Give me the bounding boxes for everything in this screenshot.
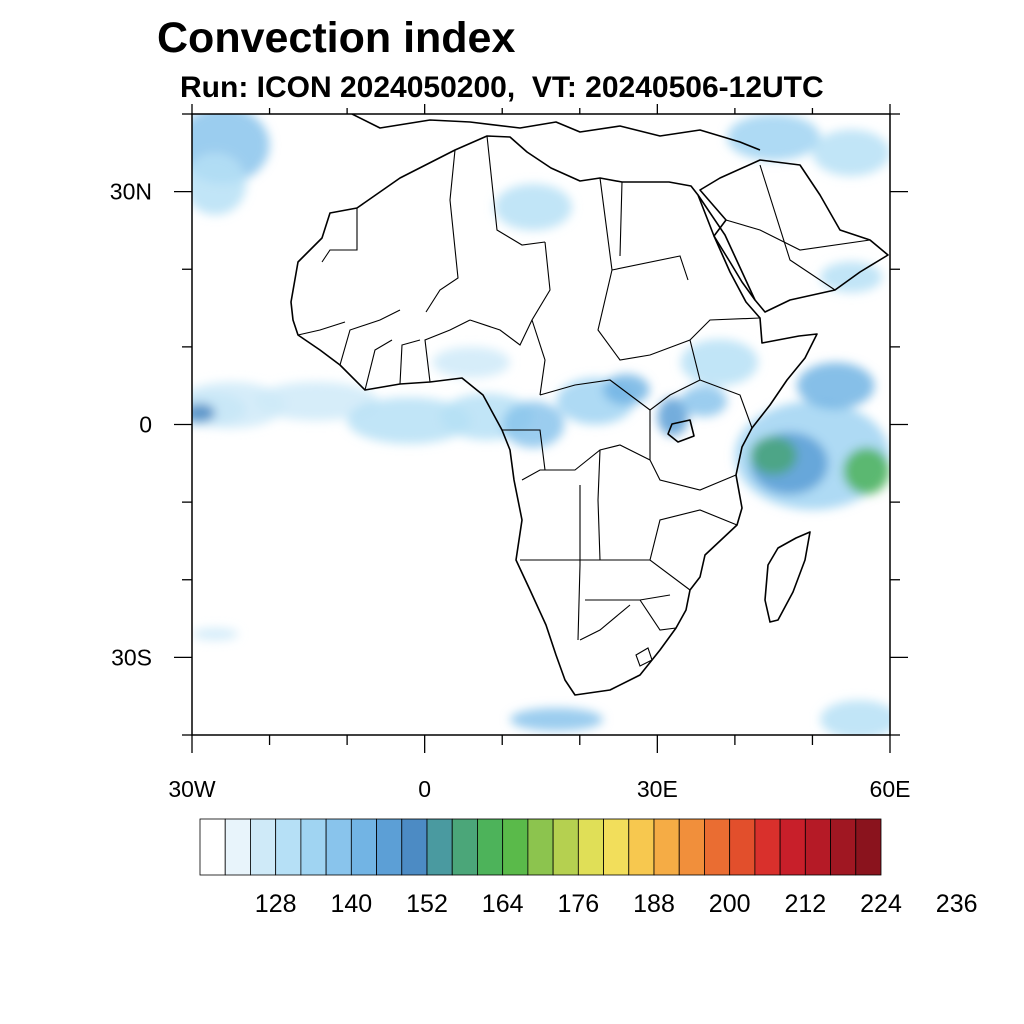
- colorbar-label: 212: [784, 890, 826, 918]
- colorbar-swatch: [477, 818, 504, 876]
- convection-cell-15: [796, 362, 875, 409]
- colorbar-swatch: [527, 818, 554, 876]
- colorbar-swatch: [653, 818, 680, 876]
- colorbar-labels: 128 140 152 164 176 188 200 212 224 236: [255, 890, 978, 918]
- convection-cell-11: [680, 339, 759, 386]
- colorbar-swatch: [754, 818, 781, 876]
- lat-label: 30S: [111, 644, 152, 670]
- colorbar-swatch: [376, 818, 403, 876]
- colorbar-swatch: [704, 818, 731, 876]
- convection-cell-19: [727, 114, 821, 161]
- colorbar-swatch: [577, 818, 604, 876]
- convection-cell-8: [603, 374, 650, 406]
- colorbar-swatch: [502, 818, 529, 876]
- chart-title: Convection index: [157, 14, 516, 62]
- lon-label: 30W: [168, 776, 216, 802]
- axis-tick-labels: 30N 0 30S 30W 0 30E 60E: [110, 179, 911, 802]
- convection-cell-6: [502, 401, 565, 448]
- convection-cell-21: [494, 183, 573, 231]
- red-sea-inlet: [697, 194, 756, 301]
- colorbar-swatch: [350, 818, 377, 876]
- convection-cell-2: [192, 403, 216, 423]
- colorbar-swatch: [678, 818, 705, 876]
- colorbar-swatch: [603, 818, 630, 876]
- europe-coastline: [351, 114, 761, 151]
- colorbar-swatch: [250, 818, 277, 876]
- convection-cell-24: [509, 707, 604, 732]
- colorbar-swatch: [628, 818, 655, 876]
- colorbar-swatch: [855, 818, 882, 876]
- axis-ticks: [174, 104, 908, 753]
- colorbar-swatch: [779, 818, 806, 876]
- colorbar-swatch: [426, 818, 453, 876]
- colorbar-label: 176: [557, 890, 599, 918]
- colorbar-label: 188: [633, 890, 675, 918]
- colorbar-swatch: [451, 818, 478, 876]
- colorbar-swatch: [552, 818, 579, 876]
- convection-cell-23: [820, 261, 883, 293]
- convection-cell-22: [432, 346, 510, 378]
- convection-cell-14: [843, 447, 890, 495]
- convection-cell-18: [192, 152, 247, 215]
- africa-coastline: [290, 135, 818, 696]
- convection-cell-4: [347, 397, 472, 444]
- madagascar-coastline: [764, 531, 811, 623]
- colorbar-swatch: [300, 818, 327, 876]
- convection-cell-10: [680, 385, 728, 417]
- colorbar-swatch: [199, 818, 226, 876]
- chart-subtitle: Run: ICON 2024050200, VT: 20240506-12UTC: [180, 71, 824, 104]
- lon-label: 0: [418, 776, 431, 802]
- lon-label: 60E: [870, 776, 911, 802]
- colorbar-label: 152: [406, 890, 448, 918]
- colorbar-label: 224: [860, 890, 902, 918]
- convection-cell-20: [812, 129, 890, 177]
- colorbar-swatch: [830, 818, 857, 876]
- lat-label: 0: [139, 412, 152, 438]
- colorbar: [199, 818, 882, 876]
- colorbar-label: 200: [709, 890, 751, 918]
- colorbar-swatch: [401, 818, 428, 876]
- colorbar-label: 164: [482, 890, 524, 918]
- lat-label: 30N: [110, 179, 152, 205]
- convection-cell-16: [750, 436, 797, 475]
- lesotho-border: [635, 647, 653, 667]
- colorbar-swatch: [224, 818, 251, 876]
- convection-cell-25: [820, 700, 890, 735]
- colorbar-swatch: [325, 818, 352, 876]
- colorbar-label: 128: [255, 890, 297, 918]
- convection-cell-26: [192, 627, 239, 641]
- colorbar-swatch: [275, 818, 302, 876]
- lake-victoria: [667, 419, 695, 443]
- lon-label: 30E: [637, 776, 678, 802]
- country-borders: [297, 135, 871, 641]
- colorbar-label: 140: [330, 890, 372, 918]
- convection-cell-9: [657, 397, 689, 437]
- colorbar-label: 236: [936, 890, 978, 918]
- convection-cell-3: [254, 381, 379, 421]
- colorbar-swatch: [729, 818, 756, 876]
- convection-field: [192, 114, 890, 735]
- colorbar-swatch: [804, 818, 831, 876]
